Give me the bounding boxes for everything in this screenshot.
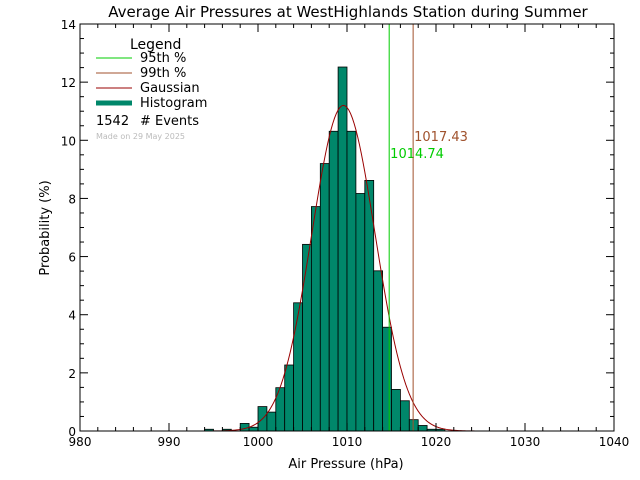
y-tick-label: 8 [68, 192, 76, 206]
x-tick-label: 1000 [243, 435, 274, 449]
gaussian-curve [204, 104, 479, 432]
x-tick-label: 980 [69, 435, 92, 449]
x-tick-label: 1010 [332, 435, 363, 449]
histogram-bar-11 [319, 163, 330, 432]
y-tick-label: 6 [68, 251, 76, 265]
legend-label-2: Gaussian [140, 81, 200, 96]
y-tick-label: 14 [61, 18, 76, 32]
histogram-bar-21 [408, 419, 419, 432]
histogram-bar-7 [284, 364, 295, 432]
legend-label-3: Histogram [140, 96, 207, 111]
axis-ticks: 980 990 1000 1010 1020 1030 1040 0 2 4 6 8 10 12 14 [61, 18, 630, 449]
x-axis-label: Air Pressure (hPa) [288, 457, 403, 472]
histogram-bar-22 [417, 425, 428, 432]
x-tick-label: 990 [158, 435, 181, 449]
histogram-bar-18 [382, 326, 392, 432]
histogram-bar-3 [248, 426, 259, 432]
legend-title: Legend [130, 37, 181, 53]
y-tick-label: 2 [68, 367, 76, 381]
made-on-note: Made on 29 May 2025 [96, 132, 185, 141]
y-tick-label: 4 [68, 309, 76, 323]
histogram-bar-13 [337, 66, 348, 432]
histogram-bar-5 [266, 411, 277, 432]
y-tick-label: 12 [61, 76, 76, 90]
histogram-bar-9 [302, 243, 312, 432]
histogram-bar-14 [346, 130, 357, 432]
y-tick-label: 0 [68, 425, 76, 439]
percentile-lines: 1014.74 1017.43 [388, 24, 468, 431]
histogram-bar-20 [399, 400, 410, 432]
histogram-bar-19 [391, 389, 401, 432]
histogram-bar-17 [373, 270, 384, 432]
x-tick-label: 1040 [599, 435, 630, 449]
y-tick-label: 10 [61, 134, 76, 148]
legend-label-0: 95th % [140, 51, 186, 66]
legend-label-1: 99th % [140, 66, 186, 81]
histogram-bar-15 [355, 193, 366, 432]
histogram-bar-10 [310, 206, 321, 432]
chart-title: Average Air Pressures at WestHighlands S… [108, 3, 588, 21]
histogram-bar-8 [293, 302, 303, 432]
x-tick-label: 1030 [510, 435, 541, 449]
y-axis-label: Probability (%) [38, 180, 53, 275]
x-tick-label: 1020 [421, 435, 452, 449]
histogram-bars [204, 66, 446, 432]
legend-events-count: 1542 [96, 114, 129, 129]
percentile-label-1: 1017.43 [414, 130, 468, 145]
legend-events-label: # Events [140, 114, 199, 129]
histogram-bar-12 [328, 130, 339, 432]
percentile-label-0: 1014.74 [390, 147, 444, 162]
